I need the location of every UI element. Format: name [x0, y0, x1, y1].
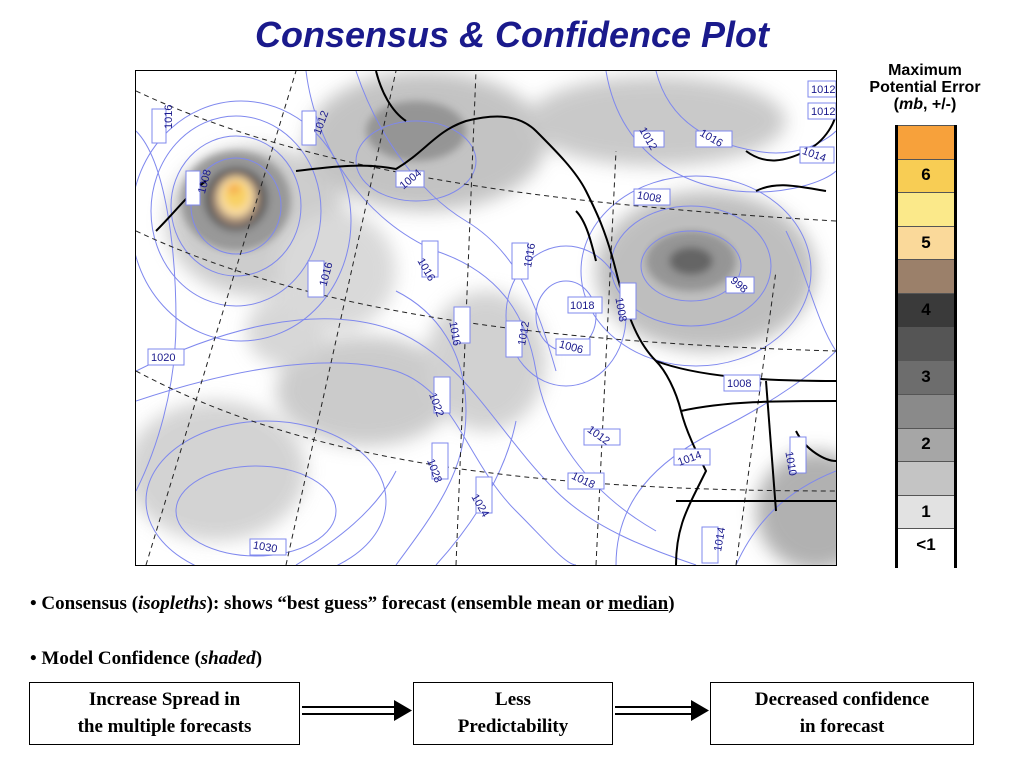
- error-color-scale: 6 5 4 3 2 1 <1: [895, 125, 957, 568]
- legend-swatch: [898, 293, 954, 327]
- svg-text:1014: 1014: [712, 526, 728, 552]
- isopleth-label: 1012: [301, 109, 331, 146]
- legend-swatch: [898, 192, 954, 226]
- isopleth-label: 1014: [701, 526, 728, 564]
- isopleths: [136, 71, 836, 565]
- legend-swatch: [898, 494, 954, 529]
- svg-text:1016: 1016: [163, 105, 175, 129]
- isopleth-label: 1012: [807, 102, 836, 120]
- confidence-bullet: • Model Confidence (shaded): [30, 648, 263, 669]
- svg-text:1012: 1012: [811, 84, 835, 96]
- legend-label: 3: [921, 367, 931, 387]
- arrow-right-icon: [302, 700, 412, 721]
- svg-text:1008: 1008: [727, 378, 751, 390]
- coastlines: [155, 71, 836, 565]
- legend-title-line2: Potential Error: [869, 79, 981, 96]
- isopleth-label: 1012: [583, 424, 621, 448]
- legend-label: 2: [921, 434, 931, 454]
- legend-swatch: [898, 125, 954, 159]
- isopleth-label: 1016: [415, 240, 439, 283]
- predictability-box: Less Predictability: [413, 682, 613, 745]
- svg-text:1012: 1012: [811, 106, 835, 118]
- isopleth-label: 1016: [151, 105, 175, 144]
- isopleth-label: 1018: [567, 470, 605, 491]
- isopleth-label: 1014: [799, 145, 835, 165]
- isopleth-label: 1008: [612, 282, 637, 323]
- svg-text:1008: 1008: [612, 297, 628, 323]
- svg-text:1030: 1030: [252, 539, 278, 555]
- isopleth-label: 1030: [249, 538, 287, 556]
- isopleth-label: 1016: [446, 306, 471, 347]
- isopleth-label: 1012: [807, 80, 836, 98]
- svg-text:1016: 1016: [446, 321, 462, 347]
- legend-label: 4: [921, 299, 931, 319]
- svg-text:1008: 1008: [636, 189, 662, 205]
- isopleth-label: 1010: [782, 436, 807, 477]
- legend-swatch: [898, 259, 954, 294]
- isopleth-label: 1028: [424, 442, 449, 484]
- isopleth-label: 1008: [723, 374, 761, 392]
- legend-title: Maximum Potential Error (mb, +/-): [850, 62, 1000, 113]
- svg-text:1012: 1012: [516, 320, 532, 346]
- forecast-map: 1016 1012 1008 1012 1016 1012 1014 1008 …: [135, 70, 837, 566]
- svg-text:1020: 1020: [151, 352, 175, 364]
- legend-title-line3: (mb, +/-): [893, 96, 957, 113]
- legend-swatch: [898, 360, 954, 394]
- legend-swatch: [898, 326, 954, 361]
- confidence-box: Decreased confidence in forecast: [710, 682, 974, 745]
- isopleth-label: 1012: [505, 320, 532, 358]
- legend-swatch: [898, 528, 954, 562]
- svg-text:1018: 1018: [570, 300, 594, 312]
- spread-box: Increase Spread in the multiple forecast…: [29, 682, 300, 745]
- legend-title-line1: Maximum: [888, 62, 962, 79]
- legend-swatch: [898, 225, 954, 260]
- consensus-bullet: • Consensus (isopleths): shows “best gue…: [30, 593, 675, 614]
- isopleth-label: 1024: [469, 476, 493, 519]
- isopleth-label: 1018: [567, 296, 603, 314]
- legend-label: 6: [921, 165, 931, 185]
- legend-swatch: [898, 393, 954, 428]
- isopleth-label: 1008: [633, 188, 671, 206]
- isopleth-label: 1006: [555, 338, 591, 356]
- isopleth-label: 1016: [511, 242, 538, 280]
- isopleth-label: 998: [725, 275, 755, 296]
- svg-text:1010: 1010: [782, 451, 798, 477]
- isopleth-label: 1012: [633, 125, 665, 152]
- legend-swatch: [898, 427, 954, 462]
- latlon-grid: [136, 71, 836, 565]
- page-title: Consensus & Confidence Plot: [254, 14, 770, 55]
- isopleth-label: 1016: [695, 127, 733, 150]
- legend-swatch: [898, 461, 954, 495]
- legend-label: 1: [921, 501, 931, 521]
- svg-text:1016: 1016: [522, 242, 538, 268]
- legend-swatch: [898, 158, 954, 193]
- arrow-right-icon: [615, 700, 709, 721]
- legend-label: 5: [921, 232, 931, 252]
- isopleth-label: 1014: [673, 448, 711, 469]
- confidence-shading: [136, 71, 836, 565]
- legend-label: <1: [916, 535, 936, 555]
- isopleth-labels: 1016 1012 1008 1012 1016 1012 1014 1008 …: [147, 80, 836, 564]
- isopleth-label: 1020: [147, 348, 185, 366]
